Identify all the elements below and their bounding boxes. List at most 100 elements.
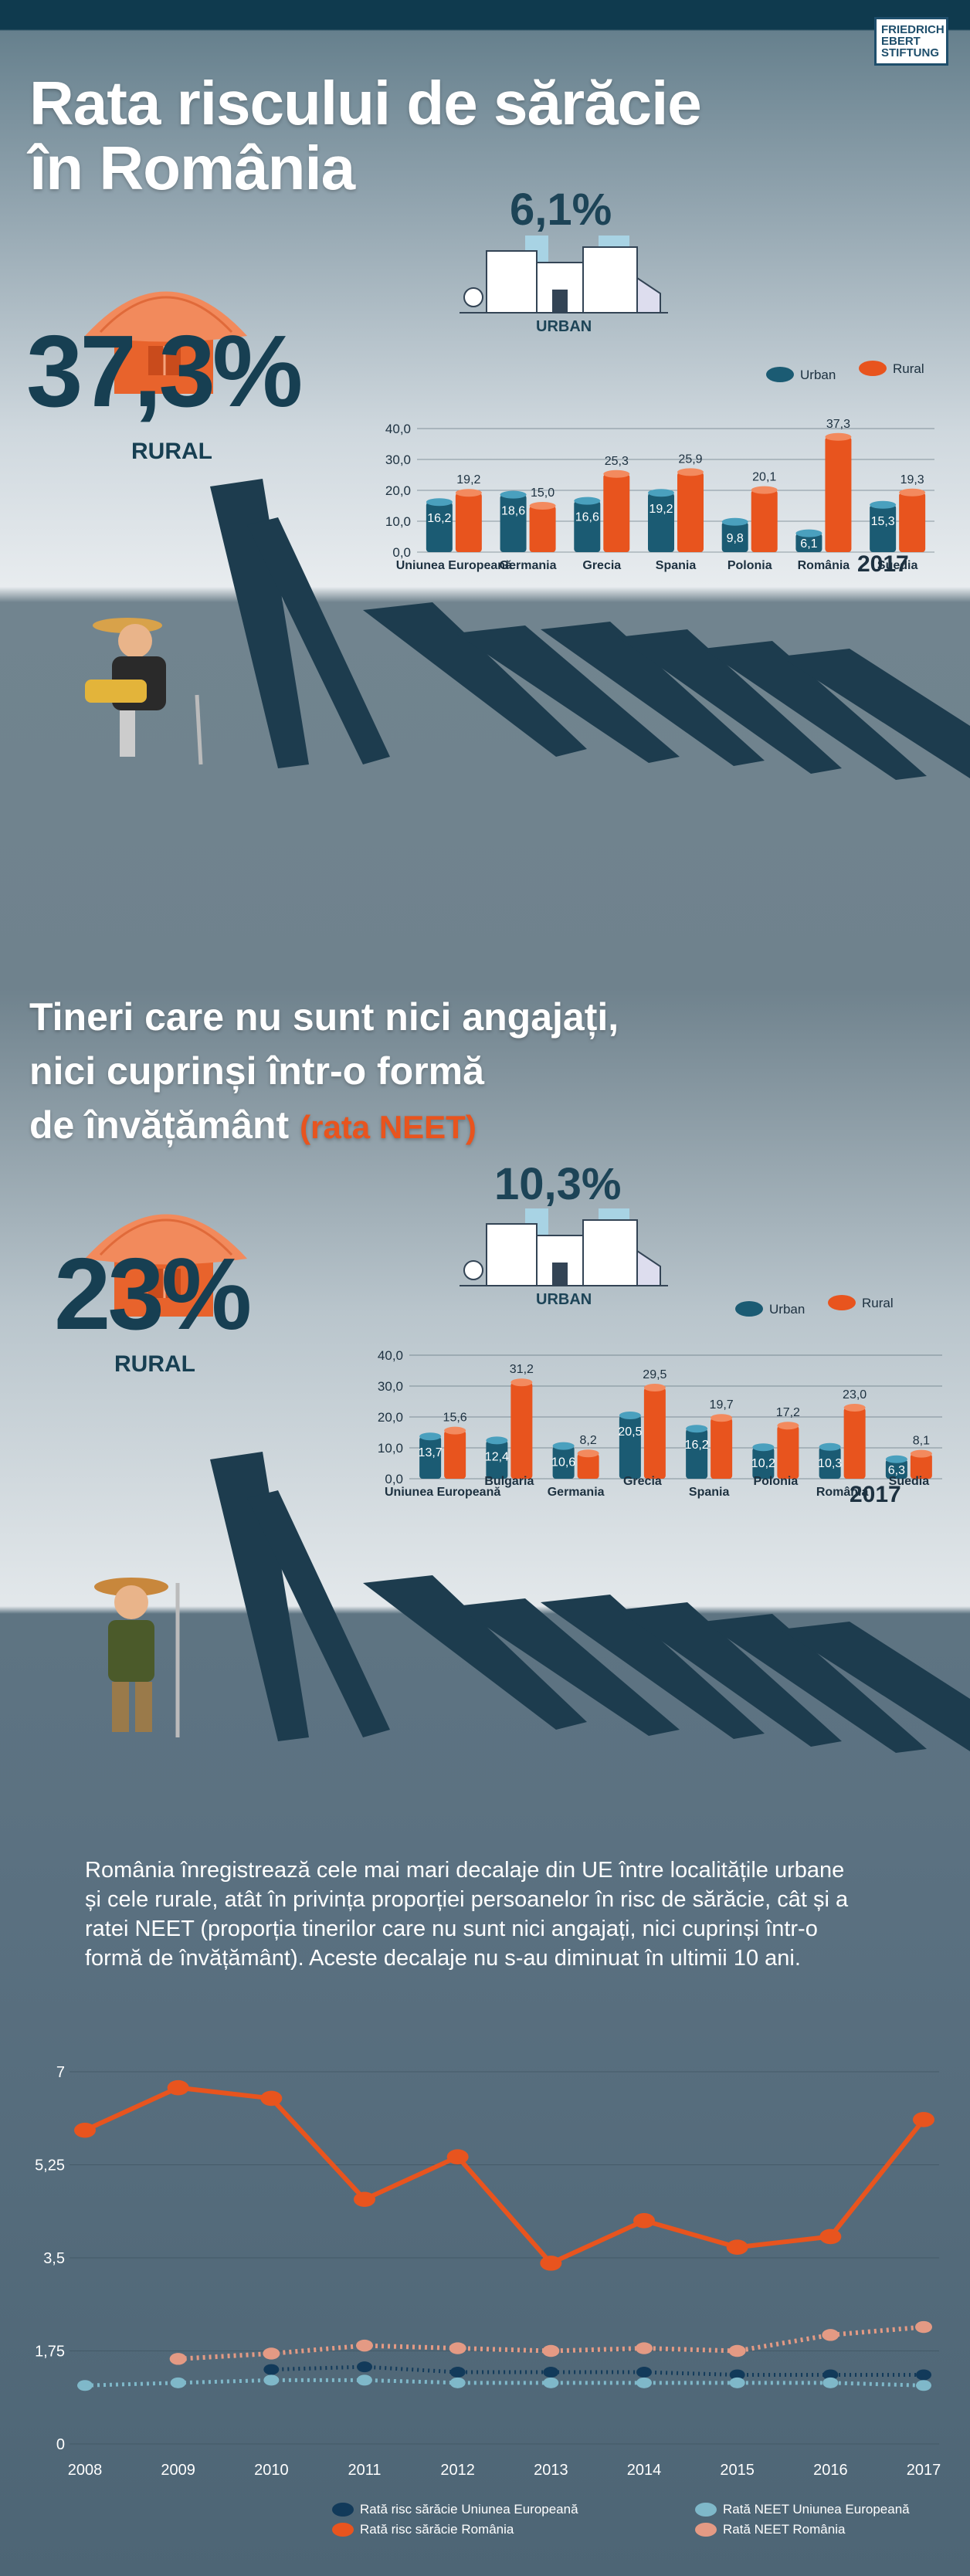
rural-bar-cap [777,1422,799,1430]
section2-urban-label: URBAN [536,1291,592,1308]
rural-bar-cap [577,1449,599,1458]
legend-item: Rată risc sărăcie Uniunea Europeană [332,2502,578,2517]
data-point [170,2377,186,2388]
urban-bar [500,494,527,552]
category-label: Germania [548,1486,605,1499]
fes-logo[interactable]: FRIEDRICH EBERT STIFTUNG [874,17,948,66]
data-point [446,2149,469,2164]
logo-line-2: EBERT [881,35,921,48]
domino-illustration [210,479,970,780]
urban-value-label: 13,7 [419,1446,443,1459]
rural-bar [603,473,630,552]
category-label: Germania [500,559,557,572]
section2-title-line2: nici cuprinși într-o formă [29,1049,484,1093]
rural-bar [825,436,852,552]
urban-value-label: 16,2 [685,1439,709,1452]
y-tick-label: 0,0 [385,1472,403,1486]
category-label: Suedia [889,1475,930,1488]
section2-urban-value: 10,3% [494,1159,622,1209]
rural-bar [910,1453,932,1479]
legend-urban-swatch [766,367,794,382]
rural-value-label: 31,2 [510,1363,534,1376]
rural-value-label: 19,2 [456,473,480,486]
urban-bar-cap [486,1436,508,1445]
series-line [83,2085,926,2266]
rural-bar [711,1418,733,1479]
urban-bar [819,1446,841,1479]
urban-value-label: 16,2 [427,512,451,525]
category-label: România [798,559,850,572]
urban-bar [619,1415,641,1479]
urban-bar-cap [419,1432,442,1441]
urban-bar-cap [795,529,822,537]
data-point [263,2364,280,2375]
legend-urban-swatch [735,1301,763,1317]
y-tick-label: 20,0 [385,483,411,498]
rural-value-label: 25,3 [605,455,629,468]
rural-bar [677,472,704,552]
legend-swatch [332,2503,354,2517]
urban-bar [752,1447,775,1479]
category-label: Spania [689,1486,730,1499]
data-point [77,2380,93,2391]
rural-bar [455,493,482,552]
rural-bar [643,1388,666,1479]
legend-label: Rată risc sărăcie România [360,2522,514,2537]
rural-bar [843,1408,866,1479]
x-tick-label: 2009 [161,2462,195,2479]
section1-title: Rata riscului de sărăcie în România [29,69,702,201]
rural-bar-cap [455,489,482,497]
rural-value-label: 15,6 [443,1412,467,1425]
urban-bar [419,1436,442,1479]
section1-title-line1: Rata riscului de sărăcie [29,69,702,137]
x-tick-label: 2015 [720,2462,755,2479]
summary-paragraph: România înregistrează cele mai mari deca… [85,1858,849,1971]
rural-bar-cap [751,486,778,494]
data-point [729,2377,745,2388]
category-label: Uniunea Europeană [385,1486,500,1499]
rural-bar-cap [444,1426,466,1435]
rural-value-label: 15,0 [531,486,555,500]
elderly-man-icon [85,618,203,765]
data-point [636,2377,652,2388]
legend-item: Rată NEET România [695,2522,845,2537]
data-point [449,2377,466,2388]
legend-item: Rată risc sărăcie România [332,2522,514,2537]
rural-value-label: 20,1 [752,471,776,484]
series-line [271,2364,924,2377]
rural-house-icon [85,291,247,394]
data-point [167,2079,189,2096]
data-point [543,2377,559,2388]
rural-bar-cap [643,1384,666,1391]
urban-bar-cap [500,490,527,499]
rural-bar-cap [711,1414,733,1422]
category-label: Bulgaria [484,1475,534,1488]
data-point [822,2377,839,2388]
legend-swatch [332,2523,354,2537]
data-point [728,2344,746,2357]
section1-urban-value: 6,1% [510,185,612,235]
legend-swatch [695,2523,717,2537]
y-tick-label: 30,0 [378,1379,403,1394]
y-tick-label: 40,0 [385,422,411,436]
rural-value-label: 29,5 [643,1368,666,1381]
category-label: România [816,1486,869,1499]
rural-bar [444,1430,466,1479]
x-tick-label: 2008 [68,2462,103,2479]
data-point [729,2369,745,2381]
urban-value-label: 16,6 [575,511,599,524]
urban-bar-cap [870,500,897,509]
rural-bar-cap [510,1378,533,1387]
data-point [636,2367,652,2378]
trend-line-chart: 0 1,75 3,5 5,25 7 2008 2009 2010 2011 2012 2013 201… [0,2050,970,2490]
rural-bar-cap [529,502,556,510]
y-tick-label: 0,0 [392,545,411,560]
category-label: Suedia [877,559,918,572]
urban-value-label: 10,6 [551,1456,575,1469]
urban-bar-cap [752,1443,775,1452]
data-point [260,2090,283,2107]
rural-bar [577,1453,599,1479]
urban-bar-cap [426,498,453,507]
rural-value-label: 37,3 [826,418,850,431]
series-line [178,2324,924,2361]
